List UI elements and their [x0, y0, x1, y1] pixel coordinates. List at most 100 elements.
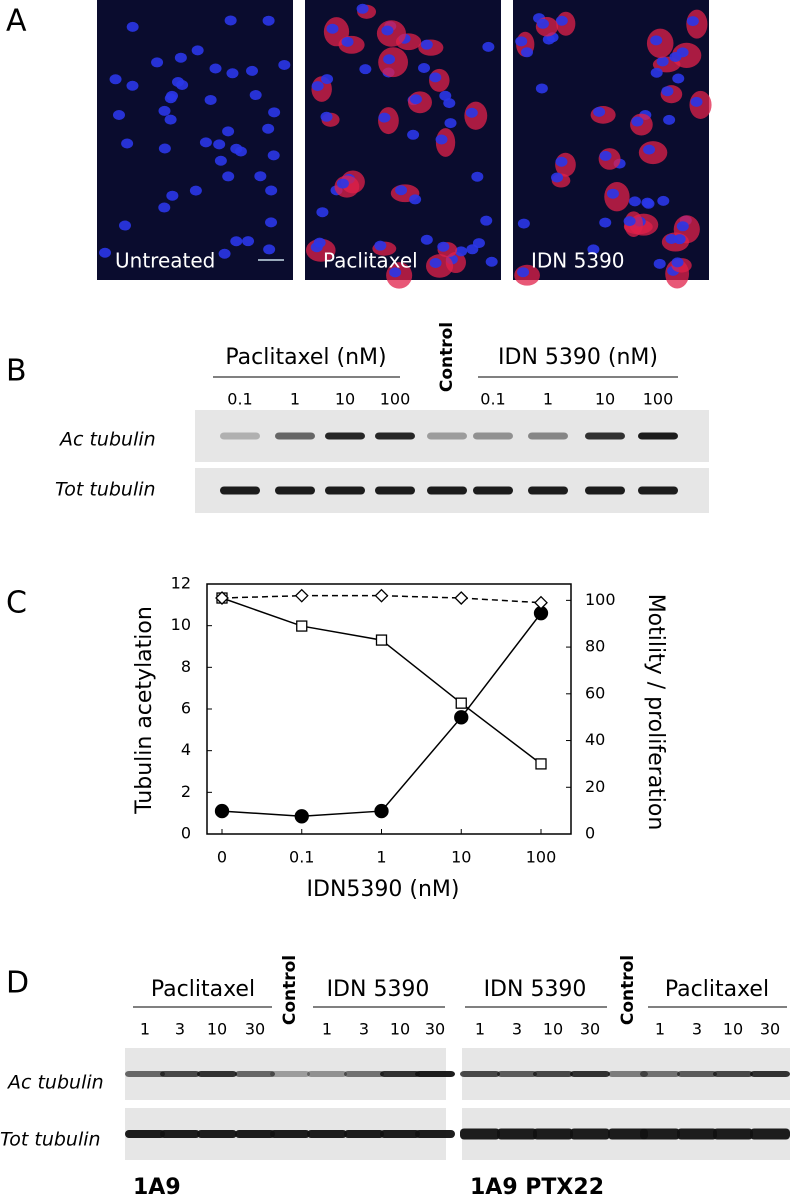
- band: [608, 1071, 648, 1077]
- nucleus: [593, 106, 606, 117]
- band: [460, 1071, 500, 1077]
- nucleus: [151, 57, 164, 68]
- nucleus: [313, 237, 326, 248]
- band: [275, 432, 315, 440]
- band: [197, 1071, 237, 1077]
- nucleus: [395, 185, 408, 196]
- band: [344, 1071, 384, 1077]
- band: [638, 486, 678, 495]
- band: [528, 486, 568, 495]
- band: [307, 1130, 347, 1138]
- dose-label: 0.1: [227, 390, 252, 409]
- nucleus: [263, 244, 276, 255]
- band: [235, 1071, 275, 1077]
- nucleus: [359, 64, 372, 75]
- marker: [375, 634, 388, 646]
- nucleus: [686, 16, 699, 27]
- marker: [294, 809, 309, 824]
- nucleus: [599, 217, 612, 228]
- nucleus: [218, 248, 231, 259]
- band: [608, 1128, 648, 1140]
- dose-label: 1: [290, 390, 300, 409]
- band: [220, 486, 260, 495]
- row-label: Tot tubulin: [55, 479, 156, 501]
- nucleus: [321, 74, 334, 85]
- band: [325, 432, 365, 440]
- row-label: Tot tubulin: [0, 1129, 101, 1151]
- dose-label: 3: [692, 1020, 702, 1039]
- panel-label: A: [6, 4, 27, 39]
- nucleus: [112, 110, 125, 121]
- y2-tick-label: 0: [585, 824, 595, 843]
- nucleus: [657, 195, 670, 206]
- nucleus: [653, 258, 666, 269]
- nucleus: [311, 81, 324, 92]
- nucleus: [267, 150, 280, 161]
- group-label: IDN 5390: [484, 977, 587, 1002]
- nucleus: [656, 56, 669, 67]
- nucleus: [254, 171, 267, 182]
- x-tick-label: 100: [526, 848, 557, 867]
- band: [570, 1071, 610, 1077]
- nucleus: [536, 18, 549, 29]
- band: [415, 1071, 455, 1077]
- nucleus: [676, 221, 689, 232]
- nucleus: [126, 80, 139, 91]
- y2-tick-label: 100: [585, 590, 616, 609]
- nucleus: [587, 244, 600, 255]
- band: [125, 1071, 165, 1077]
- group-label: IDN 5390 (nM): [498, 345, 658, 370]
- marker: [294, 588, 309, 603]
- marker: [454, 710, 469, 725]
- nucleus: [672, 73, 685, 84]
- dose-label: 100: [643, 390, 674, 409]
- dose-label: 1: [543, 390, 553, 409]
- control-label: Control: [618, 955, 638, 1025]
- nucleus: [234, 146, 247, 157]
- nucleus: [172, 77, 185, 88]
- group-label: Paclitaxel: [151, 977, 255, 1002]
- nucleus: [214, 155, 227, 166]
- dose-label: 0.1: [480, 390, 505, 409]
- nucleus: [320, 111, 333, 122]
- x-tick-label: 10: [451, 848, 471, 867]
- nucleus: [158, 143, 171, 154]
- band: [528, 432, 568, 440]
- y-tick-label: 6: [181, 699, 191, 718]
- nucleus: [341, 36, 354, 47]
- plot-frame: [206, 583, 572, 835]
- y-tick-label: 2: [181, 782, 191, 801]
- nucleus: [673, 234, 686, 245]
- nucleus: [420, 39, 433, 50]
- nucleus: [191, 45, 204, 56]
- nucleus: [407, 129, 420, 140]
- nucleus: [551, 172, 564, 183]
- nucleus: [420, 234, 433, 245]
- dose-label: 10: [543, 1020, 563, 1039]
- y2-tick-label: 60: [585, 683, 605, 702]
- nucleus: [199, 137, 212, 148]
- dose-label: 1: [655, 1020, 665, 1039]
- band: [533, 1128, 573, 1140]
- marker: [296, 620, 308, 632]
- y-tick-label: 8: [181, 657, 191, 676]
- band: [427, 432, 467, 440]
- panel-label: C: [6, 586, 27, 621]
- marker: [374, 588, 389, 603]
- dose-label: 10: [595, 390, 615, 409]
- nucleus: [606, 188, 619, 199]
- dose-label: 3: [512, 1020, 522, 1039]
- band: [570, 1128, 610, 1140]
- nucleus: [278, 59, 291, 70]
- band: [275, 486, 315, 495]
- image-caption: Untreated: [115, 249, 215, 273]
- marker: [455, 697, 467, 709]
- x-tick-label: 0: [217, 848, 227, 867]
- nucleus: [661, 86, 674, 97]
- nucleus: [126, 21, 139, 32]
- nucleus: [99, 247, 112, 258]
- nucleus: [485, 256, 498, 267]
- nucleus: [246, 65, 259, 76]
- band: [713, 1128, 753, 1140]
- marker: [374, 803, 389, 819]
